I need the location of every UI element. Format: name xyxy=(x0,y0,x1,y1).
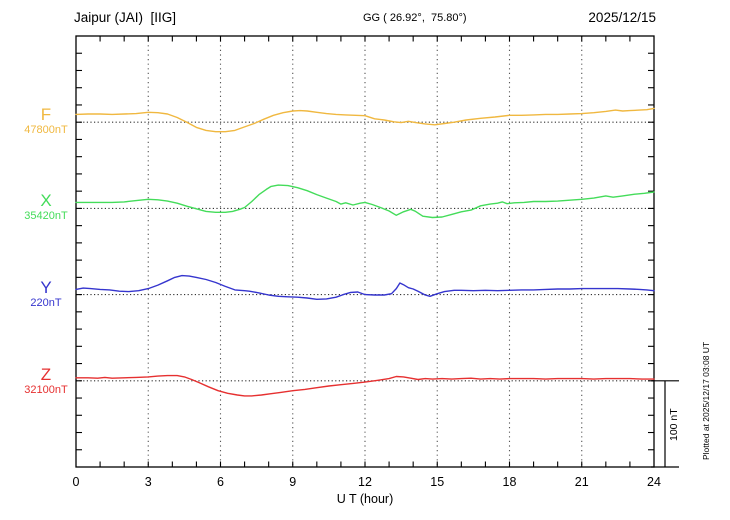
component-base-value-z: 32100nT xyxy=(24,384,68,396)
x-tick-label: 6 xyxy=(217,475,224,489)
component-base-value-f: 47800nT xyxy=(24,124,68,136)
component-letter-f: F xyxy=(40,105,52,124)
component-base-value-x: 35420nT xyxy=(24,210,68,222)
series-label-z: Z 32100nT xyxy=(14,366,78,396)
x-tick-label: 15 xyxy=(430,475,445,489)
trace-x xyxy=(75,184,655,219)
trace-y xyxy=(75,274,655,300)
x-axis-label: U T (hour) xyxy=(336,492,394,506)
component-letter-z: Z xyxy=(40,365,52,384)
series-label-y: Y 220nT xyxy=(14,279,78,309)
station-name: Jaipur (JAI) [IIG] xyxy=(74,10,177,25)
x-tick-label: 3 xyxy=(144,475,152,489)
trace-f xyxy=(75,107,655,133)
trace-z xyxy=(75,374,655,397)
x-tick-label: 9 xyxy=(289,475,297,489)
plot-date: 2025/12/15 xyxy=(588,10,656,25)
x-tick-label: 0 xyxy=(72,475,80,489)
series-label-f: F 47800nT xyxy=(14,106,78,136)
component-letter-y: Y xyxy=(40,278,52,297)
scale-bar-label: 100 nT xyxy=(668,408,680,442)
plotted-at-note: Plotted at 2025/12/17 03:08 UT xyxy=(701,341,711,461)
x-tick-label: 18 xyxy=(502,475,517,489)
component-base-value-y: 220nT xyxy=(30,297,62,309)
series-label-x: X 35420nT xyxy=(14,192,78,222)
x-tick-label: 21 xyxy=(574,475,589,489)
geographic-coordinates: GG ( 26.92°, 75.80°) xyxy=(363,12,467,24)
x-tick-label: 24 xyxy=(647,475,661,489)
x-tick-label: 12 xyxy=(358,475,372,489)
component-letter-x: X xyxy=(40,191,52,210)
